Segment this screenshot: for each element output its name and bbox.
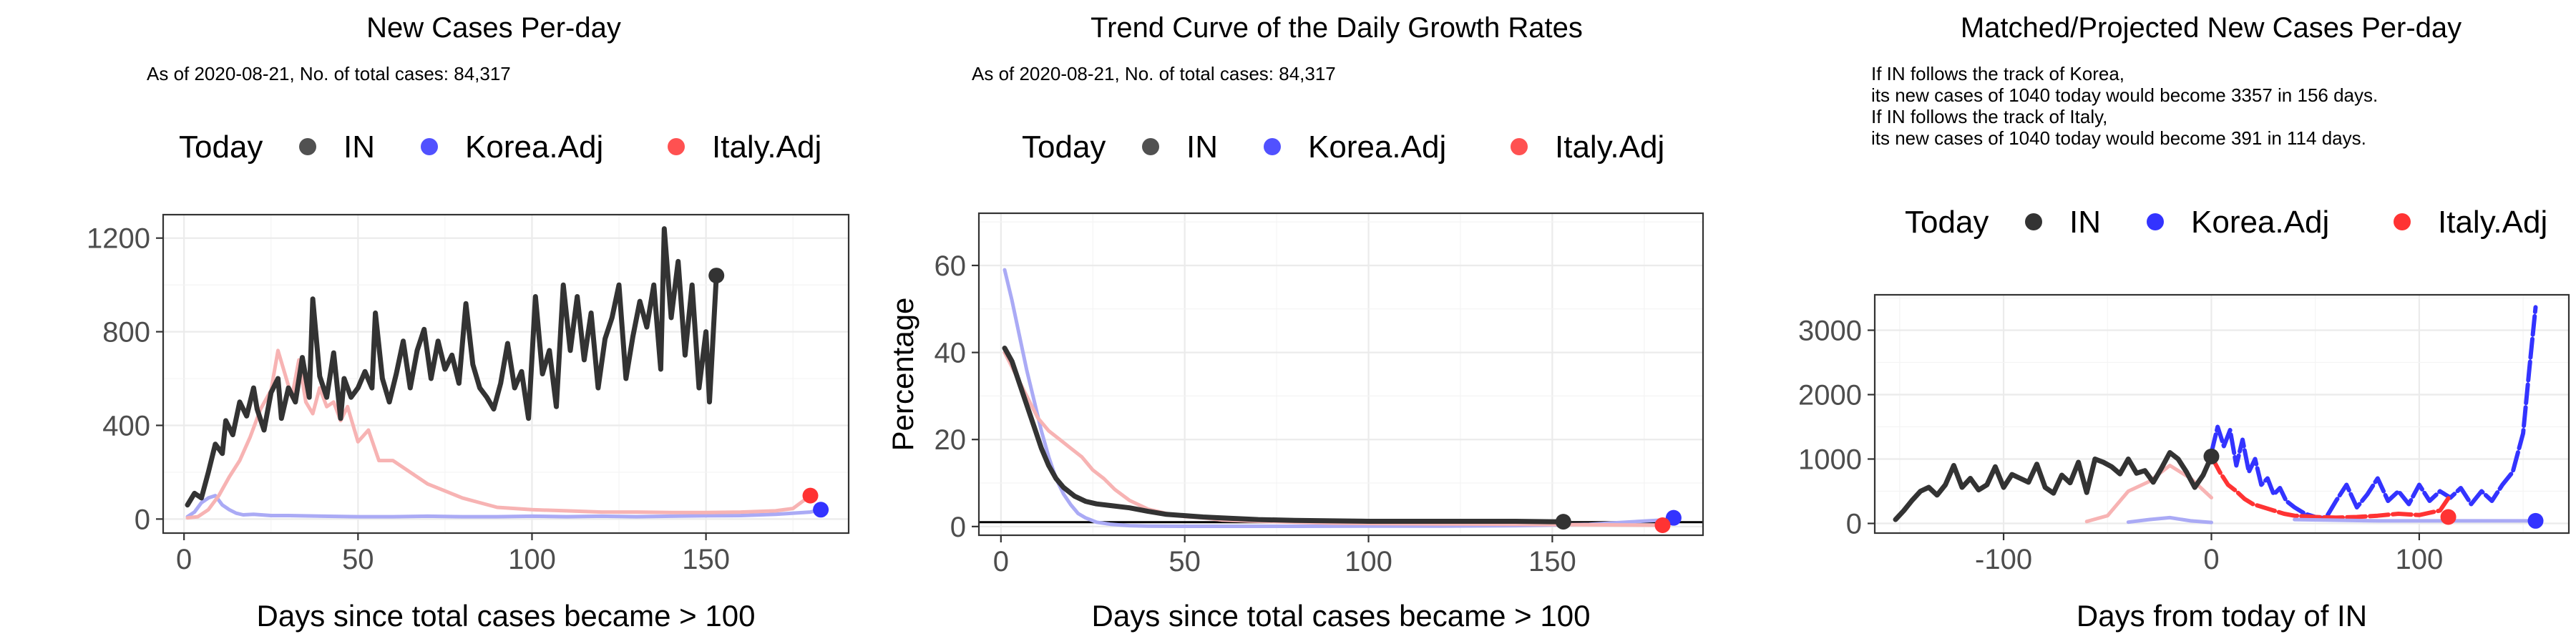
y-axis-label: Percentage (886, 298, 919, 452)
x-tick-label: 100 (2396, 544, 2444, 575)
legend-key-italy-adj (2394, 213, 2411, 230)
y-tick-label: 60 (935, 250, 967, 282)
legend-title: Today (1905, 205, 1989, 240)
x-tick-label: -100 (1975, 544, 2032, 575)
plot-panel-border (1873, 293, 2570, 535)
legend-key-italy-adj (668, 138, 685, 155)
chart-subtitle-line: its new cases of 1040 today would become… (1871, 127, 2366, 149)
legend-label: IN (1186, 130, 1218, 165)
chart-legend: Today IN Korea.Adj Italy.Adj (179, 130, 821, 165)
plot-panel-border (977, 212, 1704, 537)
y-tick-label: 1000 (1798, 444, 1862, 476)
y-tick-label: 0 (135, 504, 150, 535)
series-line-korea-adj-tail (2293, 517, 2537, 523)
chart-subtitle-line: If IN follows the track of Korea, (1871, 63, 2124, 84)
x-tick-label: 100 (508, 544, 556, 575)
chart-legend: Today IN Korea.Adj Italy.Adj (1905, 205, 2547, 240)
x-axis-label: Days since total cases became > 100 (1092, 599, 1591, 633)
legend-title: Today (1022, 130, 1106, 165)
series-line-korea-adj (185, 494, 823, 519)
chart-subtitle-line: its new cases of 1040 today would become… (1871, 84, 2378, 106)
chart-panel-2: Trend Curve of the Daily Growth Rates As … (886, 12, 1704, 633)
plot-panel-border (162, 213, 850, 535)
legend-label: Italy.Adj (712, 130, 821, 165)
chart-grid (979, 213, 1703, 535)
legend-key-korea-adj (2147, 213, 2164, 230)
legend-label: Italy.Adj (1555, 130, 1664, 165)
series-line-in (1002, 346, 1566, 525)
series-line-in (185, 226, 719, 508)
today-point-italy-adj (802, 487, 819, 504)
x-tick-label: 0 (176, 544, 192, 575)
legend-key-in (2025, 213, 2042, 230)
x-tick-label: 150 (1528, 546, 1576, 577)
legend-key-korea-adj (1264, 138, 1281, 155)
chart-panel-3: Matched/Projected New Cases Per-day If IN… (1798, 12, 2570, 633)
legend-label: Korea.Adj (2191, 205, 2329, 240)
x-axis-label: Days since total cases became > 100 (257, 599, 756, 633)
x-tick-label: 0 (2203, 544, 2219, 575)
series-line-korea-adj-matched (2126, 515, 2213, 525)
x-tick-label: 0 (993, 546, 1009, 577)
legend-label: IN (2069, 205, 2101, 240)
x-axis-label: Days from today of IN (2077, 599, 2367, 633)
today-point-in (2203, 448, 2220, 464)
series-line-in (1893, 450, 2214, 522)
legend-key-italy-adj (1511, 138, 1528, 155)
legend-key-in (299, 138, 316, 155)
series-line-italy-adj-projected (2209, 454, 2451, 520)
y-tick-label: 2000 (1798, 380, 1862, 411)
legend-title: Today (179, 130, 263, 165)
today-point-italy-adj (1654, 517, 1671, 534)
x-tick-label: 100 (1345, 546, 1392, 577)
y-tick-label: 0 (1846, 509, 1862, 540)
y-tick-label: 0 (950, 512, 966, 543)
legend-key-in (1142, 138, 1159, 155)
y-tick-label: 800 (102, 317, 150, 348)
y-tick-label: 40 (935, 338, 967, 369)
y-tick-label: 3000 (1798, 316, 1862, 347)
chart-title: Trend Curve of the Daily Growth Rates (1091, 12, 1583, 44)
today-point-in (1555, 514, 1571, 530)
today-point-korea-adj (2527, 512, 2544, 529)
series-line-italy-adj (185, 348, 812, 520)
today-point-in (708, 268, 725, 284)
y-tick-label: 20 (935, 424, 967, 456)
legend-label: IN (343, 130, 375, 165)
legend-label: Korea.Adj (1308, 130, 1446, 165)
x-tick-label: 50 (1169, 546, 1201, 577)
chart-subtitle-line: As of 2020-08-21, No. of total cases: 84… (147, 63, 511, 84)
series-line-korea-adj (1002, 268, 1676, 528)
series-line-korea-adj-projected (2209, 305, 2538, 521)
chart-subtitle-line: If IN follows the track of Italy, (1871, 106, 2107, 127)
today-point-korea-adj (813, 502, 829, 518)
chart-title: New Cases Per-day (366, 12, 621, 44)
x-tick-label: 50 (342, 544, 374, 575)
legend-key-korea-adj (421, 138, 438, 155)
today-point-italy-adj (2440, 509, 2457, 525)
y-tick-label: 1200 (87, 223, 150, 255)
chart-title: Matched/Projected New Cases Per-day (1961, 12, 2462, 44)
legend-label: Italy.Adj (2438, 205, 2547, 240)
chart-panel-1: New Cases Per-day As of 2020-08-21, No. o… (87, 12, 850, 633)
chart-grid (1875, 295, 2569, 533)
x-tick-label: 150 (682, 544, 730, 575)
today-point-korea-adj (1665, 509, 1682, 526)
y-tick-label: 400 (102, 410, 150, 441)
chart-legend: Today IN Korea.Adj Italy.Adj (1022, 130, 1664, 165)
legend-label: Korea.Adj (465, 130, 603, 165)
chart-subtitle-line: As of 2020-08-21, No. of total cases: 84… (972, 63, 1336, 84)
chart-grid (163, 215, 849, 533)
